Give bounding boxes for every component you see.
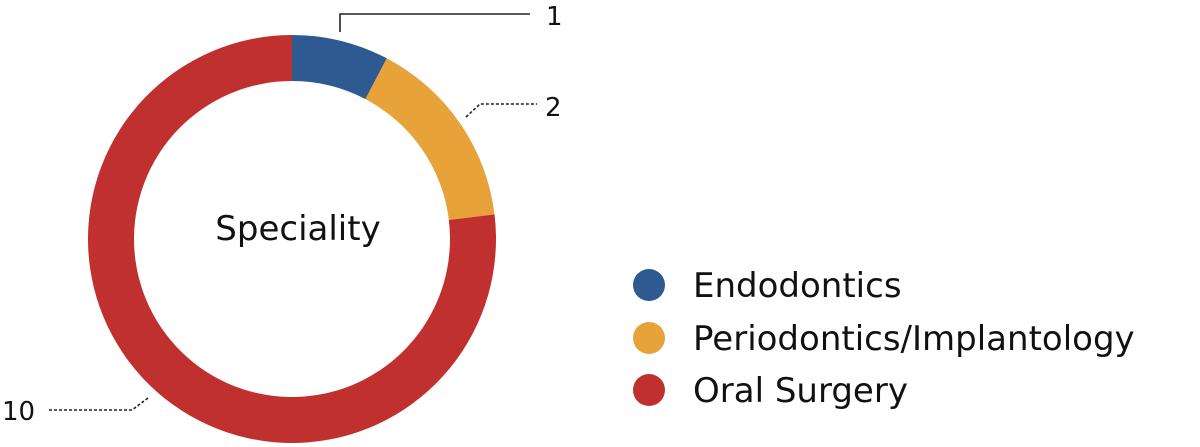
- data-label-oral-surgery: 10: [2, 397, 35, 427]
- legend-label-oral-surgery: Oral Surgery: [693, 371, 908, 411]
- leader-line-oral-surgery: [48, 397, 149, 411]
- legend-label-endodontics: Endodontics: [693, 266, 902, 306]
- donut-slice-endodontics: [292, 35, 387, 100]
- legend-item-periodontics: Periodontics/Implantology: [633, 319, 1135, 359]
- legend-item-oral-surgery: Oral Surgery: [633, 371, 908, 411]
- data-label-endodontics: 1: [546, 2, 563, 32]
- legend-swatch-periodontics: [633, 322, 665, 354]
- legend-label-periodontics: Periodontics/Implantology: [693, 319, 1135, 359]
- legend-swatch-oral-surgery: [633, 374, 665, 406]
- legend: Endodontics Periodontics/Implantology Or…: [633, 266, 1135, 411]
- chart-title: Speciality: [215, 209, 380, 249]
- leader-line-periodontics: [465, 103, 537, 118]
- leader-line-endodontics: [339, 13, 530, 32]
- data-label-periodontics: 2: [545, 93, 562, 123]
- legend-item-endodontics: Endodontics: [633, 266, 902, 306]
- donut-slices: [88, 35, 497, 443]
- donut-slice-periodontics-implantology: [365, 58, 495, 220]
- legend-swatch-endodontics: [633, 269, 665, 301]
